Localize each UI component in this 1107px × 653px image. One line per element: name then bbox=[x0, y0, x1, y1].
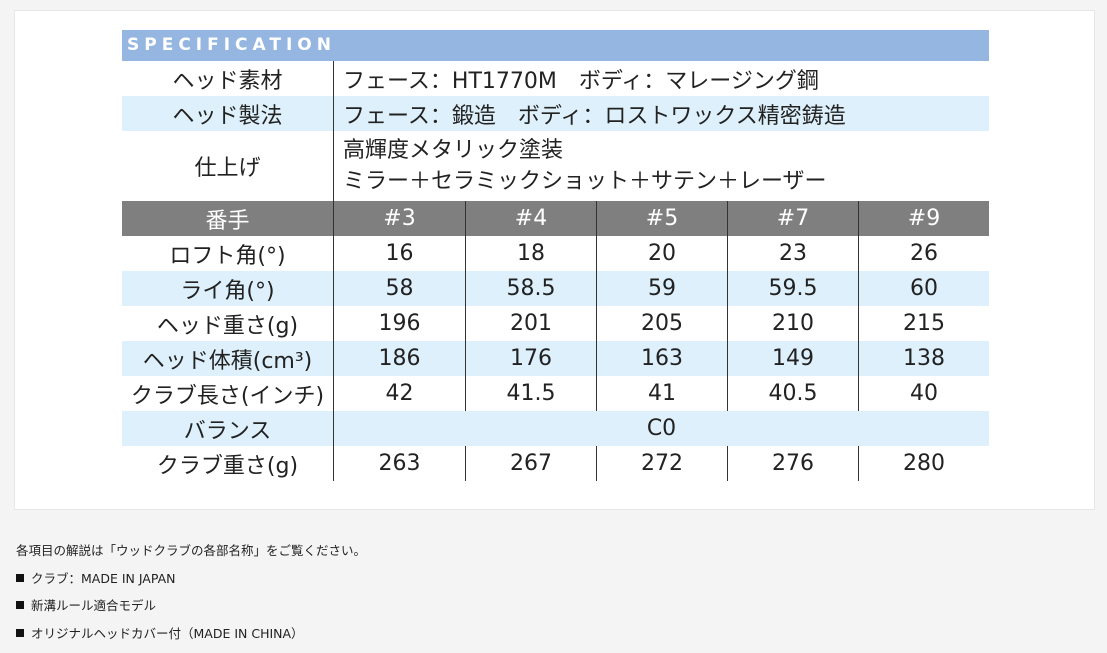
column-header-label: 番手 bbox=[122, 201, 334, 236]
table-cell: 60 bbox=[858, 271, 989, 306]
table-cell: 20 bbox=[596, 236, 727, 271]
table-cell: 196 bbox=[378, 311, 421, 336]
row-head-manufacturing: ヘッド製法 フェース：鍛造 ボディ：ロストワックス精密鋳造 bbox=[122, 96, 989, 131]
row-head-material: ヘッド素材 フェース：HT1770M ボディ：マレージング鋼 bbox=[122, 61, 989, 96]
square-bullet-icon bbox=[16, 601, 24, 609]
table-cell: 138 bbox=[858, 341, 989, 376]
row-value: 高輝度メタリック塗装 ミラー＋セラミックショット＋サテン＋レーザー bbox=[334, 131, 989, 201]
column-header: #7 bbox=[727, 201, 858, 236]
row-label: ライ角(°) bbox=[122, 271, 334, 306]
row-label: ヘッド重さ(g) bbox=[122, 306, 334, 341]
table-cell: 210 bbox=[727, 306, 858, 341]
row-value: フェース：HT1770M ボディ：マレージング鋼 bbox=[343, 68, 819, 94]
row-label: クラブ重さ(g) bbox=[122, 446, 334, 481]
table-cell: 18 bbox=[465, 236, 596, 271]
row-value: フェース：鍛造 ボディ：ロストワックス精密鋳造 bbox=[343, 103, 846, 129]
finish-line-1: 高輝度メタリック塗装 bbox=[343, 138, 564, 163]
note-item: オリジナルヘッドカバー付（MADE IN CHINA） bbox=[16, 624, 366, 652]
column-header: #3 bbox=[383, 206, 416, 231]
table-cell: 40 bbox=[858, 376, 989, 411]
table-cell: 26 bbox=[858, 236, 989, 271]
table-cell: 263 bbox=[378, 451, 421, 476]
row-label: ヘッド製法 bbox=[122, 96, 334, 131]
row-label: クラブ長さ(インチ) bbox=[122, 376, 334, 411]
table-cell: 267 bbox=[465, 446, 596, 481]
note-item: 新溝ルール適合モデル bbox=[16, 596, 366, 624]
column-header-row: 番手 #3 #4 #5 #7 #9 bbox=[122, 201, 989, 236]
table-row: ライ角(°) 58 58.5 59 59.5 60 bbox=[122, 271, 989, 306]
row-label: バランス bbox=[122, 411, 334, 446]
column-header: #9 bbox=[858, 201, 989, 236]
table-cell: 163 bbox=[596, 341, 727, 376]
table-cell: 59.5 bbox=[727, 271, 858, 306]
table-cell: 280 bbox=[858, 446, 989, 481]
spec-panel: SPECIFICATION ヘッド素材 フェース：HT1770M ボディ：マレー… bbox=[14, 10, 1095, 510]
table-cell: 40.5 bbox=[727, 376, 858, 411]
spec-title: SPECIFICATION bbox=[122, 30, 989, 61]
finish-line-2: ミラー＋セラミックショット＋サテン＋レーザー bbox=[343, 169, 827, 194]
merged-cell: C0 bbox=[646, 416, 677, 441]
note-text: オリジナルヘッドカバー付（MADE IN CHINA） bbox=[31, 625, 304, 641]
column-header: #4 bbox=[465, 201, 596, 236]
table-cell: 58.5 bbox=[465, 271, 596, 306]
spec-table: SPECIFICATION ヘッド素材 フェース：HT1770M ボディ：マレー… bbox=[122, 30, 989, 481]
table-cell: 41 bbox=[596, 376, 727, 411]
row-label: ロフト角(°) bbox=[122, 236, 334, 271]
table-row: ロフト角(°) 16 18 20 23 26 bbox=[122, 236, 989, 271]
note-text: クラブ：MADE IN JAPAN bbox=[31, 570, 176, 586]
table-cell: 215 bbox=[858, 306, 989, 341]
table-row-balance: バランス C0 bbox=[122, 411, 989, 446]
row-label: ヘッド素材 bbox=[122, 61, 334, 96]
table-cell: 41.5 bbox=[465, 376, 596, 411]
table-row: ヘッド体積(cm³) 186 176 163 149 138 bbox=[122, 341, 989, 376]
square-bullet-icon bbox=[16, 628, 24, 637]
table-row: クラブ重さ(g) 263 267 272 276 280 bbox=[122, 446, 989, 481]
note-item: クラブ：MADE IN JAPAN bbox=[16, 569, 366, 597]
row-label: 仕上げ bbox=[122, 131, 334, 201]
table-cell: 58 bbox=[385, 276, 414, 301]
notes-intro: 各項目の解説は「ウッドクラブの各部名称」をご覧ください。 bbox=[16, 543, 367, 558]
table-cell: 42 bbox=[385, 381, 414, 406]
row-finish: 仕上げ 高輝度メタリック塗装 ミラー＋セラミックショット＋サテン＋レーザー bbox=[122, 131, 989, 201]
table-cell: 149 bbox=[727, 341, 858, 376]
table-cell: 276 bbox=[727, 446, 858, 481]
row-label: ヘッド体積(cm³) bbox=[122, 341, 334, 376]
note-text: 新溝ルール適合モデル bbox=[31, 598, 157, 613]
notes: 各項目の解説は「ウッドクラブの各部名称」をご覧ください。 クラブ：MADE IN… bbox=[16, 541, 366, 651]
table-row: ヘッド重さ(g) 196 201 205 210 215 bbox=[122, 306, 989, 341]
column-header: #5 bbox=[596, 201, 727, 236]
table-cell: 176 bbox=[465, 341, 596, 376]
table-cell: 201 bbox=[465, 306, 596, 341]
table-cell: 23 bbox=[727, 236, 858, 271]
table-row: クラブ長さ(インチ) 42 41.5 41 40.5 40 bbox=[122, 376, 989, 411]
table-cell: 205 bbox=[596, 306, 727, 341]
table-cell: 59 bbox=[596, 271, 727, 306]
table-cell: 16 bbox=[385, 241, 414, 266]
square-bullet-icon bbox=[16, 573, 24, 582]
table-cell: 272 bbox=[596, 446, 727, 481]
table-cell: 186 bbox=[378, 346, 421, 371]
